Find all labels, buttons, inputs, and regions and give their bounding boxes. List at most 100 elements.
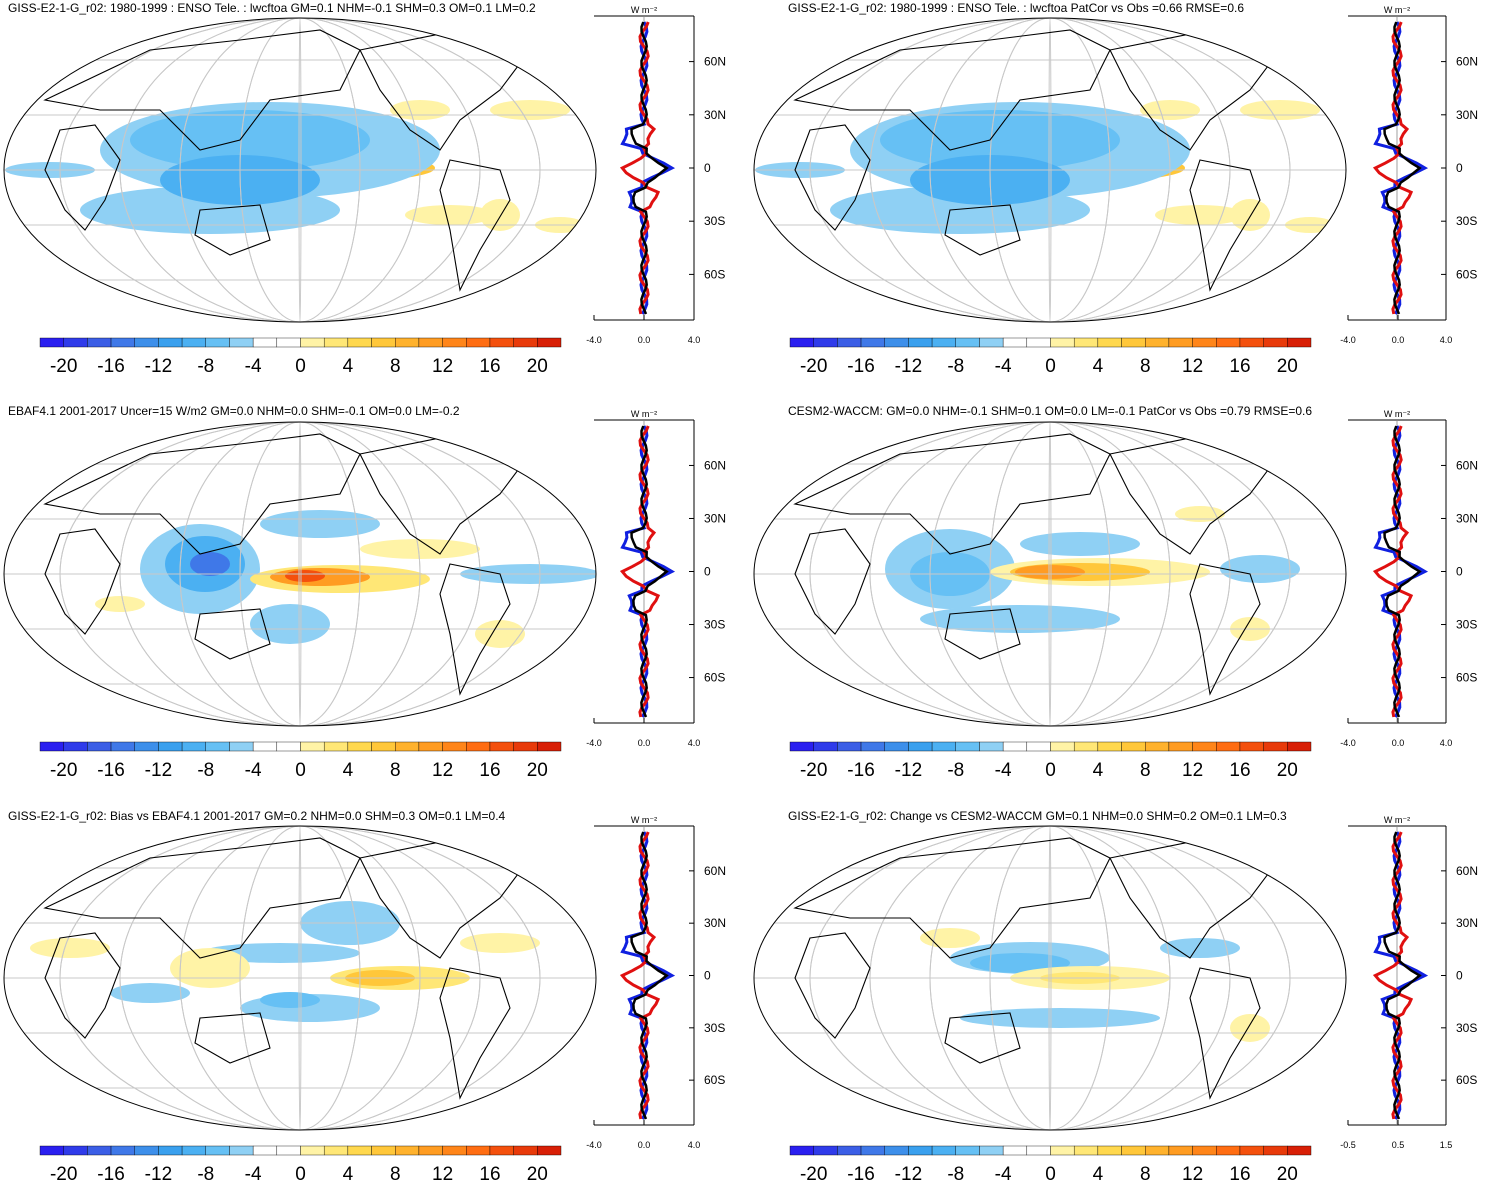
longitude-gridline [929, 826, 1171, 1130]
colorbar-swatch [489, 1145, 514, 1156]
colorbar-swatch [1002, 741, 1028, 752]
colorbar-label: -8 [947, 760, 964, 781]
colorbar-swatch [1002, 1145, 1028, 1156]
colorbar-label: -8 [197, 760, 214, 781]
colorbar-swatch [276, 741, 301, 752]
colorbar-swatch [158, 741, 183, 752]
coastline [43, 837, 361, 959]
longitude-gridline [179, 18, 421, 322]
colorbar-swatch [1263, 741, 1288, 752]
colorbar-swatch [513, 741, 538, 752]
colorbar-swatch [908, 741, 933, 752]
colorbar-label: -12 [895, 1164, 922, 1180]
panel-2: GISS-E2-1-G_r02: 1980-1999 : ENSO Tele. … [753, 1, 1478, 377]
ratio-trace [630, 21, 669, 315]
colorbar-swatch [229, 337, 254, 348]
profile-units: W m⁻² [631, 409, 657, 419]
colorbar-label: -16 [97, 356, 124, 377]
profile-tick-label: 0.5 [1392, 1140, 1405, 1150]
colorbar-swatch [513, 337, 538, 348]
colorbar-label: 4 [343, 760, 354, 781]
colorbar-label: 0 [1045, 356, 1056, 377]
coastline [944, 1012, 1021, 1064]
latitude-label: 60N [704, 458, 726, 472]
colorbar-label: 8 [390, 760, 401, 781]
coastline [1189, 967, 1261, 1100]
colorbar-label: 16 [479, 1164, 500, 1180]
coastline [1189, 563, 1261, 696]
colorbar-swatch [1168, 741, 1193, 752]
colorbar-label: 0 [295, 760, 306, 781]
coastline [44, 932, 121, 1039]
anomaly-region [170, 948, 250, 988]
latitude-label: 30N [1456, 511, 1478, 525]
colorbar-swatch [110, 741, 135, 752]
colorbar-label: 0 [1045, 760, 1056, 781]
coastline [194, 204, 271, 256]
profile-tick-label: -4.0 [1340, 335, 1356, 345]
colorbar-swatch [39, 741, 64, 752]
colorbar-swatch [395, 337, 420, 348]
longitude-gridline [239, 826, 361, 1130]
colorbar: -20 -16 -12 -8 -4 0 4 8 12 16 20 [39, 1145, 562, 1180]
colorbar-swatch [1073, 337, 1099, 348]
panel-title: GISS-E2-1-G_r02: Bias vs EBAF4.1 2001-20… [8, 809, 506, 823]
colorbar-swatch [110, 1145, 135, 1156]
profile-units: W m⁻² [631, 815, 657, 825]
colorbar-swatch [418, 337, 443, 348]
profile-tick-label: 0.0 [638, 738, 651, 748]
colorbar-label: -20 [800, 356, 827, 377]
colorbar-swatch [466, 1145, 491, 1156]
colorbar-label: -4 [995, 760, 1012, 781]
map-border [753, 17, 1347, 323]
profile-tick-label: -4.0 [586, 738, 602, 748]
colorbar-label: 12 [432, 1164, 453, 1180]
colorbar-swatch [63, 1145, 88, 1156]
colorbar-swatch [789, 1145, 814, 1156]
zonal-profile: W m⁻² 60N 30N 0 30S 60S -4.0 0.0 4.0 [586, 409, 726, 748]
profile-tick-label: 4.0 [688, 335, 701, 345]
profile-units: W m⁻² [631, 5, 657, 15]
colorbar-swatch [1263, 1145, 1288, 1156]
colorbar-swatch [813, 337, 838, 348]
colorbar-label: -4 [245, 356, 262, 377]
zonal-profile: W m⁻² 60N 30N 0 30S 60S -0.5 0.5 1.5 [1340, 815, 1478, 1150]
colorbar-swatch [323, 1145, 349, 1156]
colorbar-swatch [1073, 741, 1099, 752]
colorbar-swatch [323, 741, 349, 752]
map-border [3, 17, 597, 323]
colorbar-swatch [1002, 337, 1028, 348]
colorbar-swatch [1287, 337, 1312, 348]
coastline [44, 124, 121, 231]
colorbar-swatch [181, 741, 206, 752]
coastline [194, 608, 271, 660]
colorbar-swatch [134, 741, 159, 752]
coastline [794, 528, 871, 635]
longitude-gridline [59, 826, 541, 1130]
colorbar-label: -8 [197, 1164, 214, 1180]
colorbar-swatch [466, 741, 491, 752]
latitude-label: 0 [704, 969, 711, 983]
latitude-label: 30S [1456, 214, 1477, 228]
colorbar-label: 8 [1140, 760, 1151, 781]
colorbar-swatch [371, 1145, 396, 1156]
anomaly-region [490, 100, 570, 120]
zonal-profile: W m⁻² 60N 30N 0 30S 60S -4.0 0.0 4.0 [1340, 409, 1478, 748]
colorbar-swatch [252, 741, 278, 752]
longitude-gridline [239, 18, 361, 322]
anomaly-region [405, 205, 495, 225]
colorbar-label: 12 [432, 356, 453, 377]
colorbar-swatch [395, 1145, 420, 1156]
anomaly-region [95, 596, 145, 612]
profile-units: W m⁻² [1384, 815, 1410, 825]
anomaly-region [190, 552, 230, 576]
latitude-label: 0 [704, 161, 711, 175]
ratio-trace [1383, 425, 1422, 718]
colorbar-swatch [63, 337, 88, 348]
profile-units: W m⁻² [1384, 409, 1410, 419]
latitude-label: 60S [1456, 671, 1477, 685]
colorbar-swatch [860, 337, 885, 348]
ratio-trace [1383, 831, 1422, 1120]
colorbar-swatch [1026, 337, 1051, 348]
